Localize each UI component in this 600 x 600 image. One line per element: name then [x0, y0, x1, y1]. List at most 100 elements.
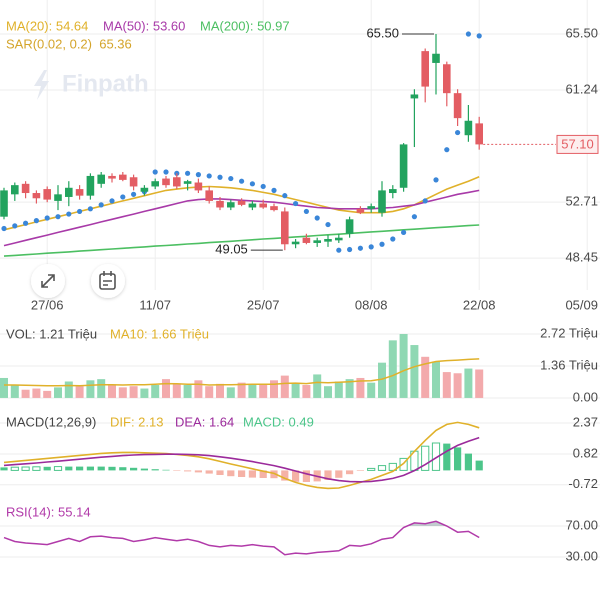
macd-histogram-bar	[464, 453, 472, 471]
volume-bar	[140, 388, 149, 398]
candle-body	[291, 241, 300, 245]
volume-bar	[432, 361, 440, 398]
candle-body	[119, 174, 127, 180]
macd-histogram-bar	[454, 447, 462, 471]
y-tick-label: 2.72 Triệu	[540, 325, 598, 340]
macd-histogram-bar	[130, 467, 138, 471]
macd-histogram-bar	[119, 467, 127, 471]
macd-histogram-bar	[140, 468, 148, 471]
y-tick-label: 0.00	[573, 389, 598, 404]
volume-bar	[194, 380, 203, 398]
macd-histogram-bar	[227, 470, 235, 477]
calendar-icon-lines	[103, 271, 112, 286]
macd-histogram-bar	[399, 457, 408, 471]
macd-histogram-bar	[475, 460, 483, 471]
y-tick-label: 48.45	[565, 250, 598, 265]
legend-label: MA10: 1.66 Triệu	[110, 326, 209, 341]
ma-line	[3, 224, 480, 257]
sar-dot	[228, 175, 234, 182]
sar-dot	[217, 174, 223, 180]
mark-layer	[0, 31, 556, 556]
sar-dot	[98, 202, 104, 208]
sar-dot	[444, 147, 450, 153]
volume-bar	[172, 383, 181, 398]
candle-body	[97, 174, 105, 184]
y-tick-label: 70.00	[565, 517, 598, 532]
volume-bar	[118, 387, 127, 398]
volume-bar	[388, 340, 397, 398]
candle-body	[0, 190, 8, 217]
x-tick-label: 05/09	[565, 297, 598, 312]
macd-histogram-bar	[356, 470, 364, 471]
sar-dot	[314, 215, 320, 221]
x-tick-label: 25/07	[247, 297, 280, 312]
candle-body	[194, 182, 203, 191]
candle-body	[464, 120, 473, 136]
volume-bar	[0, 377, 8, 398]
candle-body	[21, 183, 30, 194]
volume-bar	[97, 379, 106, 398]
volume-bar	[32, 388, 41, 398]
macd-histogram-bar	[86, 466, 94, 471]
volume-bar	[399, 333, 408, 398]
macd-histogram-bar	[367, 467, 376, 471]
sar-dot	[152, 169, 158, 175]
volume-bar	[43, 390, 52, 398]
volume-bar	[237, 382, 246, 398]
candle-body	[32, 193, 41, 199]
text-layer: 48.45 52.71 61.24 65.50 27/06 11/07 25/07 08/08…	[6, 18, 599, 563]
sar-dot	[249, 181, 255, 187]
candle-body	[183, 181, 192, 184]
macd-histogram-bar	[151, 469, 159, 471]
candle-body	[162, 178, 170, 186]
sar-dot	[55, 214, 61, 220]
volume-bar	[453, 373, 462, 398]
macd-histogram-bar	[205, 470, 213, 474]
volume-bar	[345, 379, 354, 398]
volume-bar	[313, 374, 322, 398]
sar-dot	[174, 170, 180, 176]
legend-label: MACD: 0.49	[243, 414, 314, 429]
candle-body	[75, 189, 84, 196]
candle-body	[248, 203, 257, 208]
sar-dot	[325, 221, 331, 228]
volume-bar	[216, 383, 224, 398]
x-tick-label: 11/07	[139, 297, 171, 312]
macd-histogram-bar	[259, 470, 267, 478]
y-tick-label: -0.72	[568, 476, 598, 491]
volume-bar	[226, 387, 235, 398]
volume-bar	[151, 385, 160, 398]
calendar-icon	[99, 273, 116, 290]
x-tick-label: 22/08	[463, 297, 496, 312]
macd-histogram-bar	[216, 470, 224, 475]
volume-bar	[10, 385, 19, 398]
y-tick-label: 2.37	[573, 414, 598, 429]
candle-body	[389, 189, 397, 194]
macd-histogram-bar	[324, 470, 332, 480]
macd-histogram-bar	[97, 466, 105, 471]
volume-bar	[248, 385, 257, 398]
calendar-button[interactable]	[91, 264, 125, 298]
macd-histogram-bar	[346, 470, 354, 475]
legend-label: DIF: 2.13	[110, 414, 163, 429]
sar-dot	[206, 173, 212, 179]
candle-body	[313, 240, 321, 243]
volume-bar	[64, 381, 73, 398]
candle-body	[475, 123, 483, 145]
legend-label: DEA: 1.64	[175, 414, 234, 429]
macd-histogram-bar	[377, 465, 387, 471]
expand-button[interactable]	[31, 264, 65, 298]
sar-dot	[303, 208, 309, 215]
sar-dot	[379, 241, 385, 247]
candle-body	[108, 175, 116, 179]
volume-bar	[356, 377, 365, 398]
watermark: Finpath	[34, 70, 149, 100]
x-tick-label: 08/08	[355, 297, 388, 312]
candle-body	[421, 51, 429, 87]
sar-dot	[185, 170, 191, 176]
macd-histogram-bar	[10, 466, 19, 471]
candle-body	[54, 194, 62, 201]
candle-body	[335, 237, 343, 241]
volume-bar	[464, 368, 473, 398]
